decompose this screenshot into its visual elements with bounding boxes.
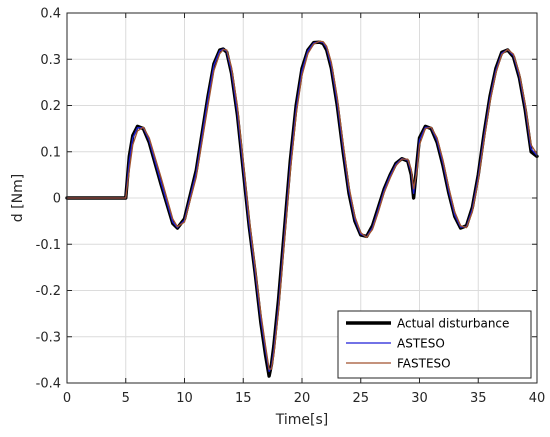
y-axis-ticks: -0.4 -0.3 -0.2 -0.1 0 0.1 0.2 0.3 0.4	[36, 7, 537, 392]
y-axis-label: d [Nm]	[10, 174, 26, 222]
x-tick-label: 20	[294, 391, 311, 406]
y-tick-label: 0.1	[40, 145, 61, 160]
legend-entry-label: Actual disturbance	[397, 317, 509, 331]
x-axis-label: Time[s]	[275, 412, 328, 428]
y-tick-label: -0.4	[36, 377, 61, 392]
x-tick-label: 35	[470, 391, 487, 406]
y-tick-label: -0.3	[36, 330, 61, 345]
legend: Actual disturbance ASTESO FASTESO	[337, 310, 532, 379]
y-tick-label: -0.1	[36, 238, 61, 253]
y-tick-label: 0.3	[40, 53, 61, 68]
y-tick-label: 0	[53, 192, 61, 207]
legend-entry-label: FASTESO	[397, 357, 451, 371]
x-tick-label: 10	[176, 391, 193, 406]
x-tick-label: 25	[352, 391, 369, 406]
x-tick-label: 15	[235, 391, 252, 406]
legend-entry-label: ASTESO	[397, 337, 445, 351]
x-tick-label: 5	[122, 391, 130, 406]
plot-frame	[66, 12, 538, 384]
x-tick-label: 0	[63, 391, 71, 406]
x-tick-label: 30	[411, 391, 428, 406]
series-lines	[65, 40, 539, 378]
y-tick-label: 0.4	[40, 7, 61, 22]
x-tick-label: 40	[529, 391, 546, 406]
y-tick-label: 0.2	[40, 99, 61, 114]
y-tick-label: -0.2	[36, 284, 61, 299]
series-line-fasteso	[66, 40, 538, 370]
